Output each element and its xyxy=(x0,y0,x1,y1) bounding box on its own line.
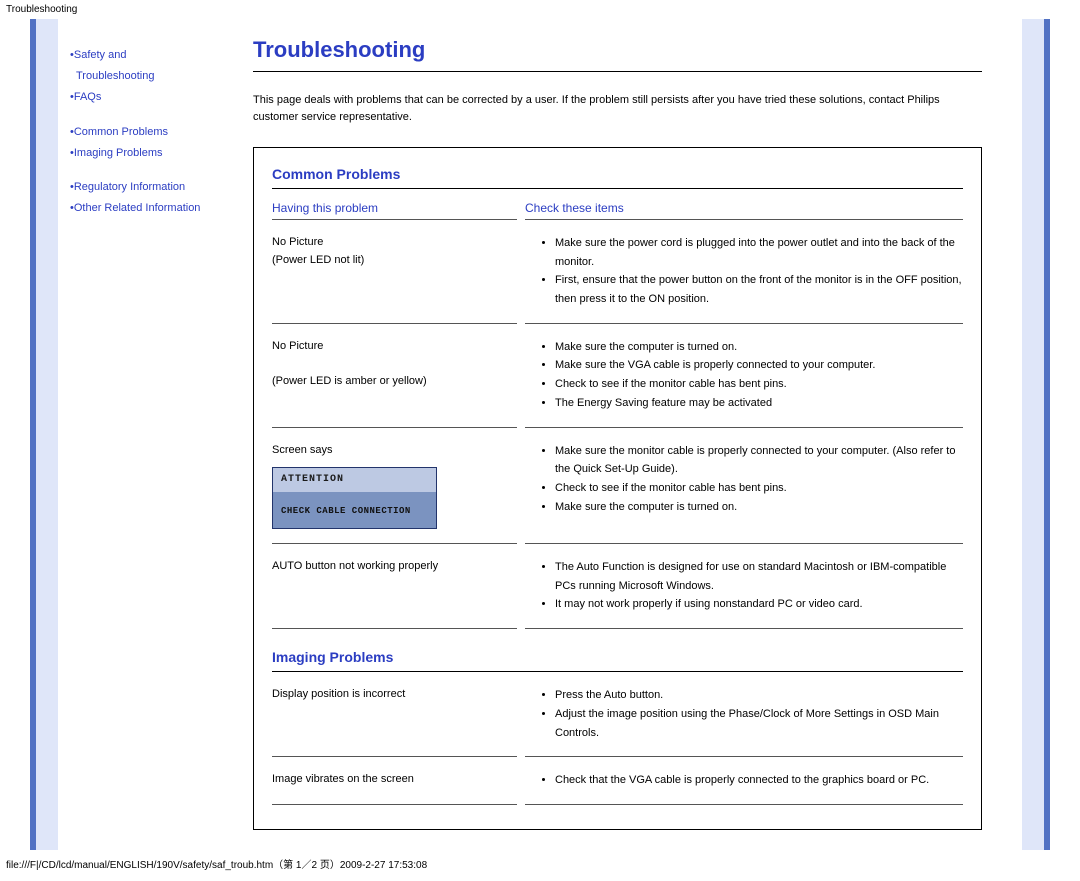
list-item: Make sure the computer is turned on. xyxy=(555,498,963,517)
list-item: Check to see if the monitor cable has be… xyxy=(555,479,963,498)
list-item: First, ensure that the power button on t… xyxy=(555,271,963,308)
main-content: Troubleshooting This page deals with pro… xyxy=(243,19,1022,850)
problem-cell: AUTO button not working properly xyxy=(272,558,517,629)
header-check: Check these items xyxy=(525,201,963,220)
list-item: Make sure the computer is turned on. xyxy=(555,338,963,357)
solution-cell: Check that the VGA cable is properly con… xyxy=(525,771,963,805)
table-row: AUTO button not working properly The Auto… xyxy=(272,548,963,629)
content-box: Common Problems Having this problem Chec… xyxy=(253,147,982,830)
table-row: No Picture (Power LED is amber or yellow… xyxy=(272,328,963,428)
list-item: The Energy Saving feature may be activat… xyxy=(555,394,963,413)
table-row: Display position is incorrectPress the A… xyxy=(272,676,963,757)
list-item: Make sure the power cord is plugged into… xyxy=(555,234,963,271)
list-item: Check that the VGA cable is properly con… xyxy=(555,771,963,790)
table-row: No Picture (Power LED not lit) Make sure … xyxy=(272,224,963,324)
sidebar-item-regulatory[interactable]: •Regulatory Information xyxy=(70,177,235,198)
problem-cell: No Picture (Power LED not lit) xyxy=(272,234,517,324)
sidebar-item-safety[interactable]: •Safety and xyxy=(70,45,235,66)
list-item: It may not work properly if using nonsta… xyxy=(555,595,963,614)
sidebar-item-common[interactable]: •Common Problems xyxy=(70,122,235,143)
page-title: Troubleshooting xyxy=(253,37,982,63)
title-rule xyxy=(253,71,982,72)
column-headers: Having this problem Check these items xyxy=(272,201,963,220)
sidebar-item-troubleshooting[interactable]: Troubleshooting xyxy=(70,66,235,87)
attention-box: ATTENTIONCHECK CABLE CONNECTION xyxy=(272,467,437,529)
problem-cell: Screen saysATTENTIONCHECK CABLE CONNECTI… xyxy=(272,442,517,545)
intro-text: This page deals with problems that can b… xyxy=(253,92,982,125)
solution-cell: Press the Auto button.Adjust the image p… xyxy=(525,686,963,757)
list-item: Press the Auto button. xyxy=(555,686,963,705)
problem-cell: No Picture (Power LED is amber or yellow… xyxy=(272,338,517,428)
accent-bar-light xyxy=(36,19,58,850)
sidebar-item-other[interactable]: •Other Related Information xyxy=(70,198,235,219)
page-tab-label: Troubleshooting xyxy=(0,0,1080,19)
section-imaging-problems: Imaging Problems xyxy=(272,645,963,672)
header-problem: Having this problem xyxy=(272,201,517,220)
page-container: •Safety and Troubleshooting •FAQs •Commo… xyxy=(30,19,1050,850)
solution-cell: Make sure the power cord is plugged into… xyxy=(525,234,963,324)
problem-cell: Image vibrates on the screen xyxy=(272,771,517,805)
table-row: Screen saysATTENTIONCHECK CABLE CONNECTI… xyxy=(272,432,963,545)
solution-cell: Make sure the computer is turned on.Make… xyxy=(525,338,963,428)
list-item: Make sure the monitor cable is properly … xyxy=(555,442,963,479)
solution-cell: The Auto Function is designed for use on… xyxy=(525,558,963,629)
solution-cell: Make sure the monitor cable is properly … xyxy=(525,442,963,545)
sidebar-item-imaging[interactable]: •Imaging Problems xyxy=(70,143,235,164)
list-item: Check to see if the monitor cable has be… xyxy=(555,375,963,394)
list-item: Adjust the image position using the Phas… xyxy=(555,705,963,742)
list-item: The Auto Function is designed for use on… xyxy=(555,558,963,595)
section-common-problems: Common Problems xyxy=(272,162,963,189)
accent-bar-light-r xyxy=(1022,19,1044,850)
footer-path: file:///F|/CD/lcd/manual/ENGLISH/190V/sa… xyxy=(0,850,1080,881)
problem-cell: Display position is incorrect xyxy=(272,686,517,757)
sidebar: •Safety and Troubleshooting •FAQs •Commo… xyxy=(58,19,243,850)
list-item: Make sure the VGA cable is properly conn… xyxy=(555,356,963,375)
sidebar-item-faqs[interactable]: •FAQs xyxy=(70,87,235,108)
table-row: Image vibrates on the screen Check that t… xyxy=(272,761,963,805)
accent-bar-r xyxy=(1044,19,1050,850)
